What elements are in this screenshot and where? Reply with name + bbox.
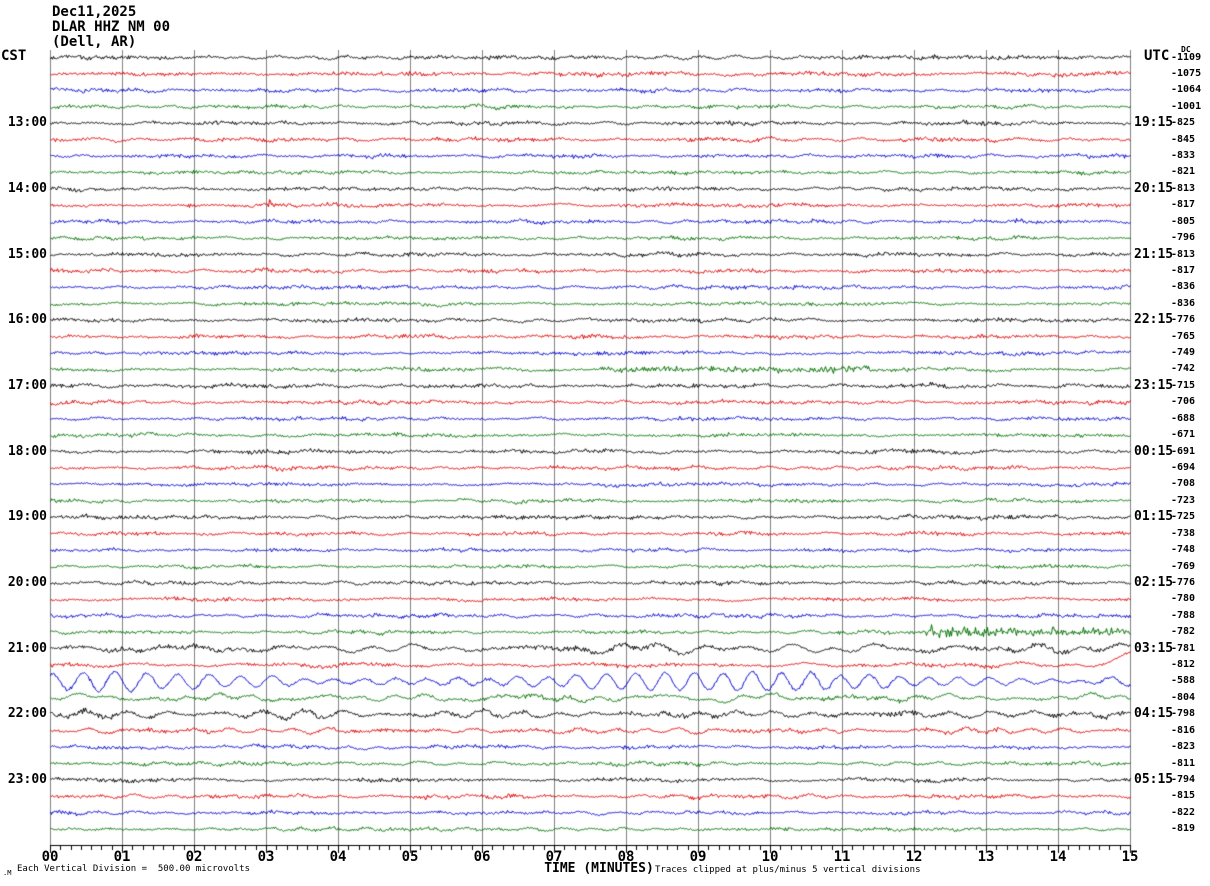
- cst-time-label: 17:00: [7, 377, 47, 393]
- cst-time-label: 13:00: [7, 115, 47, 131]
- dc-offset-value: -749: [1171, 347, 1196, 359]
- dc-offset-value: -688: [1171, 412, 1196, 424]
- utc-time-label: 02:15: [1134, 574, 1174, 590]
- x-tick-label: 02: [185, 849, 203, 865]
- dc-offset-value: -738: [1171, 527, 1196, 539]
- x-tick-label: 12: [905, 849, 923, 865]
- dc-offset-value: -706: [1171, 396, 1196, 408]
- dc-offset-value: -776: [1171, 314, 1196, 326]
- dc-offset-value: -815: [1171, 790, 1196, 802]
- watermark: .M: [3, 869, 12, 877]
- clip-note: Traces clipped at plus/minus 5 vertical …: [655, 865, 921, 875]
- utc-time-label: 23:15: [1134, 377, 1174, 393]
- scale-note: Each Vertical Division = 500.00 microvol…: [17, 864, 250, 874]
- cst-time-label: 21:00: [7, 640, 47, 656]
- dc-offset-value: -708: [1171, 478, 1196, 490]
- dc-offset-value: -798: [1171, 708, 1196, 720]
- dc-offset-value: -691: [1171, 445, 1196, 457]
- dc-offset-value: -823: [1171, 741, 1196, 753]
- utc-time-label: 19:15: [1134, 115, 1174, 131]
- header-location: (Dell, AR): [52, 34, 137, 50]
- dc-offset-value: -694: [1171, 462, 1196, 473]
- cst-time-label: 23:00: [7, 771, 47, 787]
- dc-offset-value: -805: [1171, 215, 1196, 227]
- dc-offset-value: -819: [1171, 823, 1196, 835]
- dc-offset-value: -781: [1171, 642, 1196, 654]
- cst-time-label: 22:00: [7, 706, 47, 722]
- utc-time-label: 03:15: [1134, 640, 1174, 656]
- utc-time-label: 20:15: [1134, 180, 1174, 196]
- dc-offset-value: -788: [1171, 609, 1196, 621]
- utc-time-label: 00:15: [1134, 443, 1174, 459]
- right-timezone-label: UTC: [1144, 48, 1170, 64]
- dc-offset-value: -804: [1171, 691, 1196, 703]
- dc-offset-value: -776: [1171, 576, 1196, 588]
- cst-time-label: 20:00: [7, 574, 47, 590]
- dc-offset-value: -825: [1171, 117, 1196, 129]
- x-tick-label: 14: [1049, 849, 1067, 865]
- dc-offset-value: -782: [1171, 626, 1196, 638]
- x-tick-label: 04: [329, 849, 347, 865]
- header-station: DLAR HHZ NM 00: [52, 19, 171, 35]
- x-tick-label: 05: [401, 849, 419, 865]
- dc-offset-value: -813: [1171, 248, 1196, 260]
- dc-offset-value: -836: [1171, 297, 1196, 309]
- x-tick-label: 07: [545, 849, 563, 865]
- dc-column-header: DC: [1181, 45, 1191, 54]
- dc-offset-value: -1075: [1171, 67, 1202, 79]
- cst-time-label: 14:00: [7, 180, 47, 196]
- x-tick-label: 08: [617, 849, 635, 865]
- cst-time-label: 16:00: [7, 312, 47, 328]
- utc-time-label: 05:15: [1134, 771, 1174, 787]
- dc-offset-value: -845: [1171, 133, 1196, 145]
- dc-offset-value: -813: [1171, 182, 1196, 194]
- x-tick-label: 06: [473, 849, 491, 865]
- x-tick-label: 03: [257, 849, 275, 865]
- x-tick-label: 00: [41, 849, 59, 865]
- dc-offset-value: -812: [1171, 659, 1196, 671]
- utc-time-label: 22:15: [1134, 312, 1174, 328]
- dc-offset-value: -742: [1171, 363, 1196, 375]
- dc-offset-value: -588: [1171, 675, 1196, 687]
- x-tick-label: 01: [113, 849, 131, 865]
- cst-time-label: 18:00: [7, 443, 47, 459]
- cst-time-label: 19:00: [7, 509, 47, 525]
- cst-time-label: 15:00: [7, 246, 47, 262]
- dc-offset-value: -769: [1171, 560, 1196, 572]
- dc-offset-value: -1109: [1171, 51, 1202, 63]
- dc-offset-value: -796: [1171, 232, 1196, 244]
- dc-offset-value: -833: [1171, 150, 1196, 162]
- dc-offset-value: -816: [1171, 724, 1196, 736]
- header-date: Dec11,2025: [52, 4, 137, 20]
- dc-offset-value: -780: [1171, 593, 1196, 605]
- x-tick-label: 13: [977, 849, 995, 865]
- x-tick-label: 09: [689, 849, 707, 865]
- dc-offset-value: -794: [1171, 773, 1196, 785]
- dc-offset-value: -671: [1171, 429, 1196, 441]
- dc-offset-value: -822: [1171, 806, 1196, 818]
- x-tick-label: 10: [761, 849, 779, 865]
- utc-time-label: 01:15: [1134, 509, 1174, 525]
- dc-offset-value: -821: [1171, 166, 1196, 178]
- x-axis-title: TIME (MINUTES): [544, 861, 654, 876]
- dc-offset-value: -817: [1171, 199, 1196, 211]
- x-tick-label: 11: [833, 849, 851, 865]
- left-timezone-label: CST: [1, 48, 27, 64]
- utc-time-label: 04:15: [1134, 706, 1174, 722]
- dc-offset-value: -725: [1171, 511, 1196, 523]
- x-tick-label: 15: [1121, 849, 1139, 865]
- dc-offset-value: -817: [1171, 264, 1196, 276]
- dc-offset-value: -723: [1171, 494, 1196, 506]
- dc-offset-value: -836: [1171, 281, 1196, 293]
- dc-offset-value: -1064: [1171, 84, 1202, 96]
- dc-offset-value: -715: [1171, 379, 1196, 391]
- dc-offset-value: -765: [1171, 330, 1196, 342]
- utc-time-label: 21:15: [1134, 246, 1174, 262]
- dc-offset-value: -748: [1171, 544, 1196, 556]
- dc-offset-value: -811: [1171, 757, 1196, 769]
- dc-offset-value: -1001: [1171, 100, 1202, 112]
